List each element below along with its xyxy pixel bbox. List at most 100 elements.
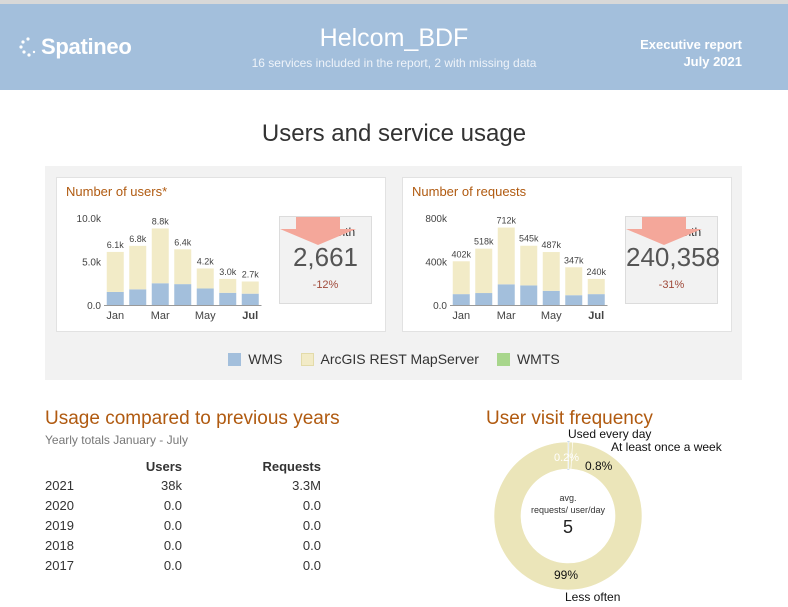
slice-label-weekly: At least once a week [611,440,723,454]
bar-arcgis-rest-mapserver [475,248,493,294]
users-header: Users [145,458,182,474]
bar-total-label: 240k [586,267,606,277]
legend-swatch-wmts [496,352,510,366]
table-row: 2018 0.0 0.0 [45,535,321,555]
requests-chart-title: Number of requests [412,184,527,199]
top-border [0,0,788,4]
users-cell: 0.0 [163,497,182,513]
requests-this-month-value: 240,358 [626,242,720,272]
legend-item-wms[interactable]: WMS [228,351,283,367]
year-cell: 2020 [45,497,74,513]
requests-cell: 0.0 [302,557,321,573]
report-period: July 2021 [683,54,742,69]
spatineo-logo: Spatineo [18,34,132,60]
bar-total-label: 712k [496,216,516,226]
bar-wms [542,290,560,305]
bar-arcgis-rest-mapserver [542,252,560,291]
x-tick-label: Mar [151,310,170,322]
requests-cell: 0.0 [302,537,321,553]
spatineo-logo-icon [19,37,36,57]
y-tick-label: 0.0 [433,301,447,312]
bar-arcgis-rest-mapserver [241,281,259,294]
users-this-month-value: 2,661 [292,242,359,272]
bar-arcgis-rest-mapserver [106,251,124,292]
bar-total-label: 3.0k [219,267,237,277]
users-change-percent: -12% [312,279,339,291]
y-tick-label: 0.0 [87,301,101,312]
bar-wms [129,289,147,305]
table-row: 2019 0.0 0.0 [45,515,321,535]
bar-total-label: 518k [474,237,494,247]
bar-wms [565,295,583,305]
bar-total-label: 2.7k [242,270,260,280]
center-value: 5 [563,517,573,537]
bar-arcgis-rest-mapserver [174,249,192,285]
y-tick-label: 5.0k [82,258,102,269]
bar-total-label: 6.1k [107,240,125,250]
report-meta: Executive report July 2021 [640,36,742,70]
bar-wms [452,294,470,305]
legend-item-wmts[interactable]: WMTS [496,351,560,367]
bar-wms [196,288,214,305]
bar-total-label: 6.8k [129,234,147,244]
bar-arcgis-rest-mapserver [587,278,605,295]
bar-total-label: 545k [519,234,539,244]
bar-wms [587,294,605,305]
requests-cell: 3.3M [292,477,321,493]
chart-legend: WMS ArcGIS REST MapServer WMTS [0,351,788,367]
x-tick-label: Jan [106,310,124,322]
down-arrow-icon [626,217,702,245]
bar-total-label: 4.2k [197,256,215,266]
report-type: Executive report [640,37,742,52]
bar-total-label: 487k [541,240,561,250]
slice-value-daily: 0.2% [554,452,579,464]
bar-arcgis-rest-mapserver [151,228,169,284]
y-tick-label: 800k [425,214,448,225]
slice-label-less-often: Less often [565,590,620,604]
bar-wms [174,284,192,305]
bar-total-label: 402k [451,249,471,259]
bar-wms [151,283,169,305]
year-cell: 2018 [45,537,74,553]
legend-label-arcgis: ArcGIS REST MapServer [320,351,479,367]
bar-total-label: 347k [564,255,584,265]
bar-arcgis-rest-mapserver [452,261,470,295]
bar-total-label: 8.8k [152,216,170,226]
requests-cell: 0.0 [302,517,321,533]
table-row: 2021 38k 3.3M [45,475,321,495]
slice-value-less-often: 99% [554,568,578,582]
slice-label-daily: Used every day [568,427,651,441]
down-arrow-icon [280,217,356,245]
requests-cell: 0.0 [302,497,321,513]
legend-item-arcgis[interactable]: ArcGIS REST MapServer [300,351,479,367]
bar-wms [241,293,259,305]
legend-label-wms: WMS [248,351,283,367]
legend-swatch-wms [228,352,242,366]
x-tick-label: Mar [497,310,516,322]
bar-arcgis-rest-mapserver [219,278,237,293]
year-header [45,457,105,475]
bar-wms [475,293,493,305]
logo-text: Spatineo [41,34,132,59]
bar-wms [520,285,538,305]
report-subtitle: 16 services included in the report, 2 wi… [251,56,537,70]
users-cell: 0.0 [163,557,182,573]
center-label-line: requests/ user/day [531,505,606,515]
users-this-month-box: This month 2,661 -12% [279,216,372,304]
users-chart-title: Number of users* [66,184,168,199]
bar-arcgis-rest-mapserver [196,268,214,289]
x-tick-label: May [195,310,216,322]
center-label-line: avg. [559,493,576,503]
year-cell: 2017 [45,557,74,573]
users-cell: 38k [161,477,182,493]
x-tick-label: Jul [242,310,258,322]
usage-subtitle: Yearly totals January - July [45,433,188,447]
bar-arcgis-rest-mapserver [565,267,583,296]
frequency-title: User visit frequency [486,408,653,429]
y-tick-label: 10.0k [77,214,102,225]
x-tick-label: Jan [452,310,470,322]
bar-wms [497,284,515,305]
bar-wms [106,291,124,305]
requests-chart-card: Number of requests 0.0 400k 800k 402k 518k 71… [402,177,732,332]
